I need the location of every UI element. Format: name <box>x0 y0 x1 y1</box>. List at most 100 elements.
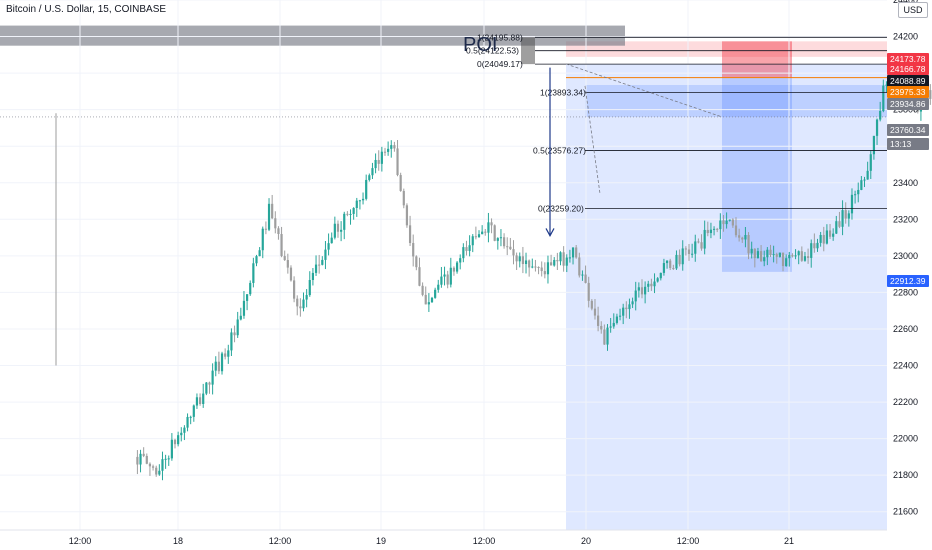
candle-body <box>653 281 656 287</box>
candle-body <box>816 242 819 249</box>
candle-body <box>371 168 374 176</box>
candle-body <box>929 90 932 99</box>
candle-body <box>791 254 794 257</box>
candle-body <box>418 267 421 286</box>
price-axis[interactable]: 21600 21800 22000 22200 22400 22600 22800 23000… <box>887 0 929 517</box>
candle-body <box>609 326 612 328</box>
candle-body <box>333 223 336 238</box>
price-label-text: 24166.78 <box>890 64 926 74</box>
candle-body <box>286 260 289 268</box>
candle-body <box>828 230 832 237</box>
candle-body <box>277 228 280 235</box>
candle-body <box>644 286 647 295</box>
candle-body <box>694 241 697 254</box>
candle-body <box>625 307 628 310</box>
candle-body <box>506 246 509 248</box>
candle-body <box>321 259 324 265</box>
candle-body <box>872 135 876 155</box>
candle-body <box>722 220 725 225</box>
candle-body <box>719 220 722 230</box>
candle-body <box>164 458 167 460</box>
candle-body <box>656 278 659 282</box>
candle-body <box>882 85 885 112</box>
candle-body <box>869 154 872 171</box>
candle-body <box>709 229 713 234</box>
currency-selector[interactable]: USD <box>898 2 928 18</box>
candle-body <box>230 332 233 351</box>
candle-body <box>155 467 158 475</box>
candle-body <box>239 315 242 320</box>
candle-body <box>810 243 813 258</box>
candle-body <box>299 306 302 309</box>
candle-body <box>217 361 220 372</box>
candle-body <box>427 302 430 305</box>
candle-body <box>468 245 471 251</box>
candle-body <box>148 463 152 467</box>
time-axis[interactable]: 12:00 18 12:00 19 12:00 20 12:00 21 <box>0 529 887 546</box>
candle-body <box>728 219 731 221</box>
candle-body <box>430 297 434 303</box>
poi-label: POI <box>463 34 497 56</box>
candle-body <box>734 225 738 236</box>
candle-body <box>446 274 449 285</box>
candle-body <box>706 229 709 234</box>
candle-body <box>612 322 615 327</box>
y-tick-label: 22800 <box>893 287 918 297</box>
candle-body <box>465 247 468 251</box>
candle-body <box>205 382 208 394</box>
y-tick-label: 22000 <box>893 434 918 444</box>
candle-body <box>390 145 393 149</box>
candle-body <box>374 159 377 169</box>
y-tick-label: 22600 <box>893 324 918 334</box>
candle-body <box>778 252 781 257</box>
candle-body <box>380 151 383 164</box>
candle-body <box>399 175 402 191</box>
candle-body <box>559 252 562 262</box>
candle-body <box>863 179 866 181</box>
candle-body <box>396 148 399 176</box>
candle-body <box>540 267 543 272</box>
candle-body <box>593 308 597 316</box>
y-tick-label: 21600 <box>893 507 918 517</box>
candle-body <box>195 397 199 406</box>
candle-body <box>180 432 183 436</box>
candle-body <box>543 271 546 275</box>
price-label-text: 23975.33 <box>890 87 926 97</box>
candle-body <box>531 266 534 268</box>
candle-body <box>546 262 550 275</box>
candle-body <box>302 299 305 309</box>
candle-body <box>462 247 465 259</box>
candle-body <box>597 315 600 326</box>
candle-body <box>665 260 669 264</box>
candle-body <box>731 219 734 226</box>
price-label-box <box>887 138 929 150</box>
price-label-box <box>887 75 929 87</box>
candle-body <box>753 248 756 259</box>
candle-body <box>161 459 164 471</box>
y-tick-label: 22200 <box>893 397 918 407</box>
candle-body <box>377 159 380 164</box>
candle-body <box>788 254 791 259</box>
candle-body <box>136 456 139 465</box>
candle-body <box>415 256 418 268</box>
candle-body <box>524 260 528 265</box>
candle-body <box>738 235 741 238</box>
candle-body <box>186 416 189 428</box>
candle-body <box>675 254 678 269</box>
candle-body <box>177 435 180 445</box>
candle-body <box>681 248 684 265</box>
price-label-text: 22912.39 <box>890 276 926 286</box>
candle-body <box>756 251 760 259</box>
candle-body <box>252 263 255 283</box>
x-tick-label: 12:00 <box>473 536 496 546</box>
stop-zone <box>722 41 792 78</box>
fib-level-label: 1(23893.34) <box>540 88 586 98</box>
x-tick-label: 12:00 <box>677 536 700 546</box>
candle-body <box>283 256 286 261</box>
entry-band <box>585 85 887 117</box>
candle-body <box>521 256 524 265</box>
candle-body <box>502 237 506 247</box>
candle-body <box>803 256 807 261</box>
candle-body <box>750 248 753 254</box>
